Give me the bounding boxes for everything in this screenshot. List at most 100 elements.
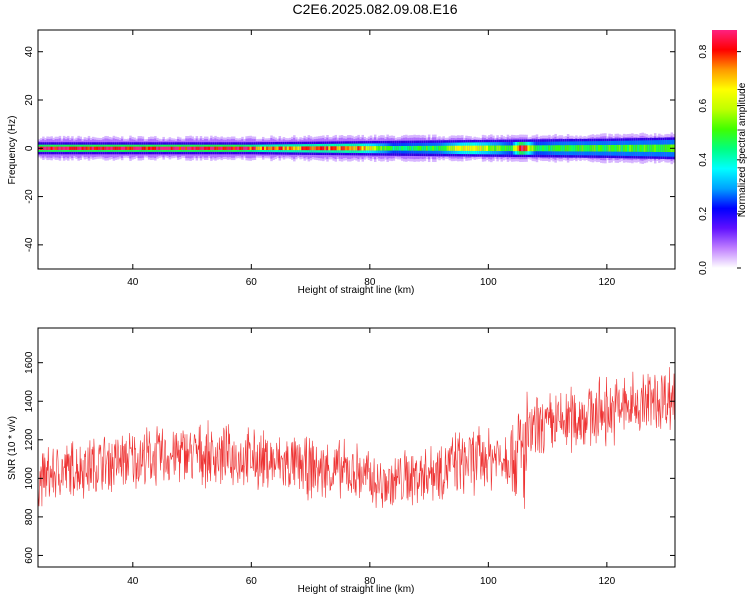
spectrogram-cell — [419, 145, 423, 151]
spectrogram-cell — [384, 146, 387, 151]
spectrogram-cell — [237, 146, 240, 150]
spectrogram-cell — [423, 145, 427, 151]
spectrogram-cell — [533, 145, 537, 152]
spectrogram-cell — [179, 146, 182, 150]
spectrogram-cell — [637, 144, 640, 152]
spectrogram-cell — [330, 146, 333, 151]
spectrogram-x-ticks: 40 60 80 100 120 — [127, 30, 616, 288]
spectrogram-cell — [125, 146, 128, 150]
spectrogram-cell — [483, 145, 487, 151]
spectrogram-cell — [531, 145, 535, 152]
spectrogram-cell — [647, 144, 651, 152]
spectrogram-cell — [56, 146, 60, 150]
spectrogram-cell — [450, 145, 454, 151]
spectrogram-cell — [347, 146, 350, 151]
snr-y-tick-label: 1400 — [24, 390, 35, 413]
spectrogram-cell — [127, 146, 130, 150]
spectrogram-cell — [550, 145, 553, 152]
spectrogram-cell — [160, 146, 163, 150]
spectrogram-cell — [548, 145, 551, 152]
spectrogram-cell — [496, 145, 499, 152]
spectrogram-cell — [494, 145, 497, 152]
spectrogram-cell — [631, 144, 634, 152]
spectrogram-x-tick-label: 100 — [480, 277, 497, 288]
spectrogram-cell — [189, 146, 192, 150]
spectrogram-cell — [400, 145, 404, 151]
spectrogram-cell — [448, 145, 452, 151]
spectrogram-cell — [527, 145, 530, 152]
snr-panel: 40 60 80 100 120 600 800 1000 1200 1400 1600 Heig… — [7, 327, 676, 595]
spectrogram-cell — [535, 145, 539, 152]
snr-x-tick-label: 80 — [364, 576, 376, 587]
spectrogram-cell — [645, 144, 649, 152]
spectrogram-cell — [390, 146, 394, 151]
spectrogram-cell — [268, 146, 271, 151]
spectrogram-cell — [299, 146, 302, 151]
spectrogram-cell — [369, 146, 373, 151]
spectrogram-cell — [64, 146, 68, 150]
spectrogram-cell — [272, 146, 275, 151]
spectrogram-cell — [465, 145, 468, 151]
figure-title: C2E6.2025.082.09.08.E16 — [292, 1, 458, 17]
spectrogram-cell — [152, 146, 155, 150]
spectrogram-cell — [571, 145, 574, 152]
spectrogram-cell — [558, 145, 562, 152]
spectrogram-cell — [311, 146, 315, 151]
spectrogram-cell — [48, 146, 51, 150]
spectrogram-cell — [60, 146, 64, 150]
spectrogram-cell — [305, 146, 309, 151]
spectrogram-cell — [230, 146, 234, 150]
spectrogram-cell — [618, 144, 622, 152]
spectrogram-cell — [508, 145, 512, 152]
spectrogram-cell — [164, 146, 167, 150]
spectrogram-cell — [102, 146, 105, 150]
spectrogram-cell — [575, 145, 578, 152]
spectrogram-cell — [392, 146, 396, 151]
spectrogram-cell — [573, 145, 576, 152]
spectrogram-cell — [149, 146, 153, 150]
colorbar-tick-label: 0.0 — [698, 261, 709, 275]
spectrogram-cell — [440, 145, 443, 151]
spectrogram-cell — [89, 146, 93, 150]
spectrogram-cell — [264, 146, 267, 150]
spectrogram-cell — [432, 145, 435, 151]
spectrogram-cell — [255, 146, 259, 150]
spectrogram-cell — [191, 146, 194, 150]
spectrogram-cell — [338, 146, 342, 151]
spectrogram-cell — [556, 145, 559, 152]
spectrogram-cell — [154, 146, 157, 150]
spectrogram-cell — [490, 145, 493, 152]
spectrogram-cell — [317, 146, 321, 151]
spectrogram-cell — [168, 146, 172, 150]
spectrogram-cell — [589, 145, 593, 152]
spectrogram-cell — [253, 146, 257, 150]
spectrogram-cell — [529, 145, 533, 152]
spectrogram-cell — [243, 146, 246, 150]
spectrogram-cell — [363, 146, 367, 151]
spectrogram-cell — [639, 144, 642, 152]
spectrogram-cell — [315, 146, 319, 151]
spectrogram-cell — [274, 146, 277, 151]
spectrogram-cell — [641, 144, 644, 152]
spectrogram-frame — [37, 29, 676, 270]
spectrogram-cell — [488, 145, 491, 152]
spectrogram-cell — [606, 145, 609, 152]
spectrogram-y-label: Frequency (Hz) — [7, 116, 18, 185]
spectrogram-cell — [521, 145, 524, 152]
spectrogram-cell — [351, 146, 354, 151]
spectrogram-cell — [220, 146, 223, 150]
spectrogram-x-label: Height of straight line (km) — [298, 285, 415, 296]
snr-x-tick-label: 60 — [246, 576, 258, 587]
snr-y-tick-label: 1600 — [24, 351, 35, 374]
spectrogram-cell — [324, 146, 327, 151]
spectrogram-cell — [579, 145, 582, 152]
spectrogram-cell — [398, 145, 402, 151]
spectrogram-cell — [139, 146, 143, 150]
spectrogram-cell — [471, 145, 474, 151]
spectrogram-cell — [438, 145, 441, 151]
spectrogram-cell — [627, 144, 630, 152]
spectrogram-cell — [656, 144, 659, 152]
spectrogram-cell — [367, 146, 371, 151]
spectrogram-cell — [278, 146, 282, 151]
spectrogram-cell — [585, 145, 588, 152]
